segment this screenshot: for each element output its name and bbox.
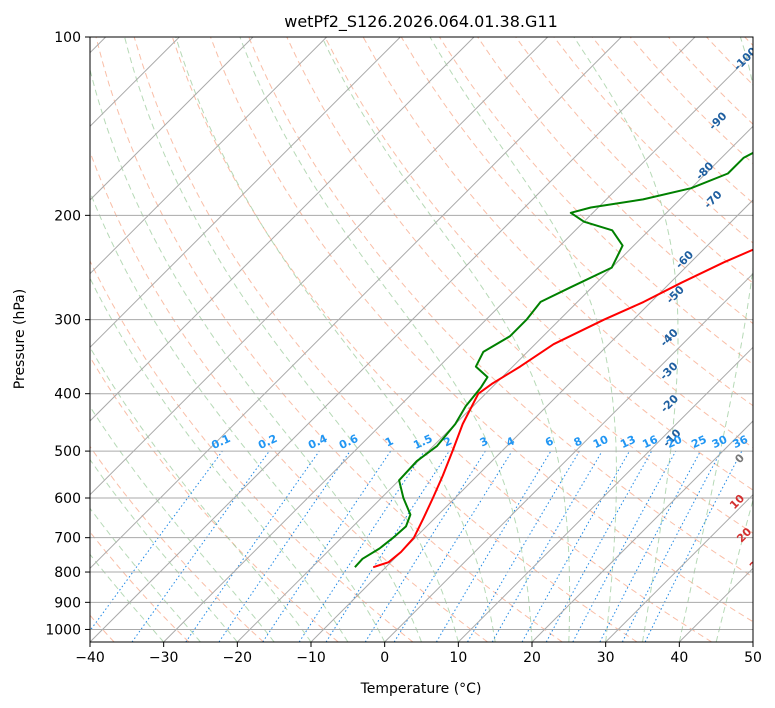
dry-adiabat-line xyxy=(515,37,753,284)
x-tick-label: 0 xyxy=(380,650,389,666)
dry-adiabat-line xyxy=(171,37,712,642)
isotherm-line xyxy=(531,420,753,642)
moist-adiabat-line xyxy=(90,277,349,642)
x-tick-label: 10 xyxy=(449,650,467,666)
mixing-ratio-label: 25 xyxy=(689,433,708,451)
dry-adiabat-line xyxy=(95,37,563,642)
moist-adiabat-line xyxy=(90,190,386,642)
dry-adiabat-line xyxy=(210,37,753,623)
y-tick-label: 200 xyxy=(54,208,81,224)
moist-adiabat-line xyxy=(90,67,422,642)
plot-frame xyxy=(89,36,754,643)
mixing-ratio-line xyxy=(131,450,270,642)
isotherm-line xyxy=(90,37,328,275)
moist-adiabat-line xyxy=(90,507,201,642)
y-tick-label: 700 xyxy=(54,531,81,547)
mixing-ratio-label: 36 xyxy=(731,433,751,451)
mixing-ratio-line xyxy=(545,450,653,642)
mixing-ratio-line xyxy=(521,450,630,642)
y-tick-label: 1000 xyxy=(45,622,81,638)
moist-adiabat-line xyxy=(678,37,753,642)
y-axis-ticks: 100 200 300 400 500 600 700 800 900 1000 xyxy=(45,30,90,638)
mixing-ratio-line xyxy=(218,450,351,642)
moist-adiabat-line xyxy=(239,37,533,642)
y-tick-label: 500 xyxy=(54,444,81,460)
x-axis-label: Temperature (°C) xyxy=(360,681,482,697)
isotherm-line xyxy=(90,37,696,642)
moist-adiabat-line xyxy=(321,37,571,642)
dry-adiabat-line xyxy=(90,356,339,642)
mixing-ratio-line xyxy=(185,450,320,642)
x-axis-ticks: −40 −30 −20 −10 0 10 20 30 40 50 xyxy=(75,642,762,666)
chart-title: wetPf2_S126.2026.064.01.38.G11 xyxy=(284,12,558,32)
mixing-ratio-line xyxy=(262,450,392,642)
mixing-ratio-label: 30 xyxy=(710,433,730,451)
isotherm-line xyxy=(236,125,753,642)
dewpoint-profile-line xyxy=(354,151,753,568)
dry-adiabat-line xyxy=(90,445,264,642)
dry-adiabat-line xyxy=(324,37,753,491)
mixing-ratio-label: 10 xyxy=(591,433,611,451)
isotherm-line xyxy=(90,37,622,570)
mixing-ratio-line xyxy=(298,450,425,642)
isotherm-line xyxy=(163,51,753,642)
moist-adiabat-line xyxy=(90,458,238,642)
isotherm-line xyxy=(90,37,254,201)
isotherm-line xyxy=(90,37,475,422)
background-lines xyxy=(90,37,753,642)
mixing-ratio-line xyxy=(90,450,223,632)
dry-adiabat-line xyxy=(286,37,753,534)
moist-adiabat-line xyxy=(175,37,496,642)
moist-adiabat-line xyxy=(90,553,165,642)
temperature-profile-line xyxy=(372,248,753,569)
y-tick-label: 300 xyxy=(54,313,81,329)
dry-adiabat-line xyxy=(133,37,638,642)
sounding-series xyxy=(354,151,753,569)
moist-adiabat-line xyxy=(90,405,275,642)
x-tick-label: 40 xyxy=(670,650,688,666)
y-tick-label: 900 xyxy=(54,595,81,611)
y-tick-label: 100 xyxy=(54,30,81,46)
dry-adiabat-line xyxy=(90,259,414,642)
x-tick-label: −30 xyxy=(149,650,179,666)
x-tick-label: −10 xyxy=(296,650,326,666)
mixing-ratio-label: 20 xyxy=(665,433,685,451)
mixing-ratio-label: 16 xyxy=(640,433,660,451)
mixing-ratio-line xyxy=(572,450,677,642)
isotherm-line xyxy=(90,37,401,349)
isotherm-line xyxy=(605,493,753,642)
dry-adiabat-line xyxy=(248,37,753,578)
mixing-ratio-line xyxy=(393,450,513,642)
isotherm-line xyxy=(457,346,753,642)
y-axis-label: Pressure (hPa) xyxy=(12,289,28,389)
moist-adiabat-line xyxy=(573,37,679,642)
y-tick-label: 800 xyxy=(54,565,81,581)
moist-adiabat-line xyxy=(124,37,459,642)
x-tick-label: −20 xyxy=(223,650,253,666)
mixing-ratio-line xyxy=(644,450,743,642)
isotherm-line xyxy=(384,272,753,642)
mixing-ratio-line xyxy=(325,450,450,642)
moist-adiabat-label: 30 xyxy=(747,553,767,573)
moist-adiabat-line xyxy=(715,498,753,642)
moist-adiabat-label: 20 xyxy=(734,525,754,545)
x-tick-label: −40 xyxy=(75,650,105,666)
y-tick-label: 600 xyxy=(54,491,81,507)
x-tick-label: 30 xyxy=(597,650,615,666)
x-tick-label: 50 xyxy=(744,650,762,666)
isotherm-line xyxy=(90,37,549,496)
x-tick-label: 20 xyxy=(523,650,541,666)
mixing-ratio-label: 13 xyxy=(618,433,637,451)
y-tick-label: 400 xyxy=(54,387,81,403)
